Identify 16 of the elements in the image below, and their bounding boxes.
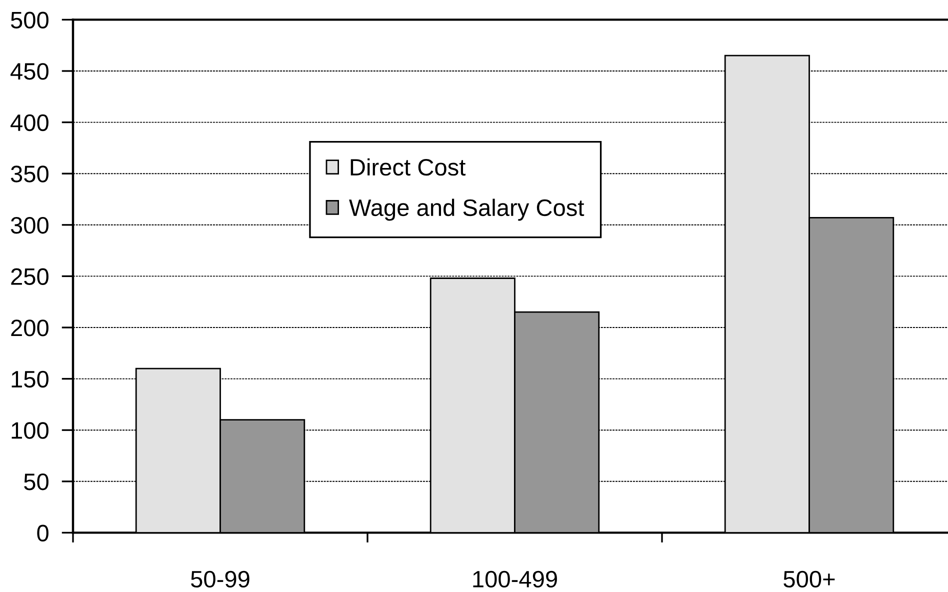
x-tick-label: 50-99	[191, 570, 250, 588]
legend-label: Wage and Salary Cost	[349, 198, 584, 221]
y-tick-label: 150	[12, 370, 48, 388]
y-tick-label: 100	[12, 422, 48, 439]
y-tick-label: 50	[24, 473, 48, 490]
x-tick-label: 100-499	[473, 570, 557, 588]
y-tick-label: 300	[10, 216, 48, 234]
y-tick-label: 450	[10, 63, 48, 80]
y-tick-label: 500	[10, 12, 48, 28]
legend-label: Direct Cost	[350, 158, 466, 176]
y-tick-label: 250	[11, 268, 48, 285]
y-tick-label: 400	[10, 114, 48, 132]
y-tick-label: 200	[11, 320, 48, 336]
y-tick-label: 0	[37, 524, 48, 542]
x-tick-label: 500+	[784, 570, 835, 588]
y-tick-label: 350	[10, 166, 48, 182]
